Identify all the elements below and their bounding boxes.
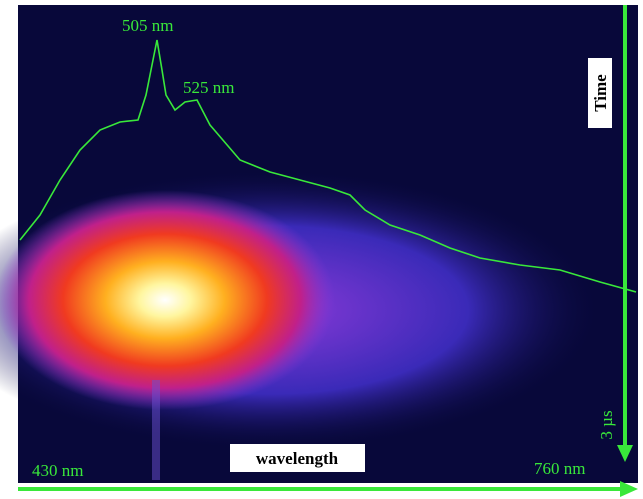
time-span-label: 3 µs [597, 410, 616, 439]
peak-label: 505 nm [122, 16, 173, 35]
time-label: Time [591, 74, 610, 112]
wavelength-label-box [230, 444, 365, 472]
wavelength-start-label: 430 nm [32, 461, 83, 480]
peak-label: 525 nm [183, 78, 234, 97]
wavelength-arrowhead [620, 481, 638, 497]
wavelength-label: wavelength [256, 449, 339, 468]
glow-tail [152, 380, 160, 480]
glow-inner [0, 190, 335, 410]
time-arrowhead [617, 445, 633, 462]
spectrum-line [19, 39, 637, 293]
wavelength-end-label: 760 nm [534, 459, 585, 478]
time-label-box [588, 58, 612, 128]
